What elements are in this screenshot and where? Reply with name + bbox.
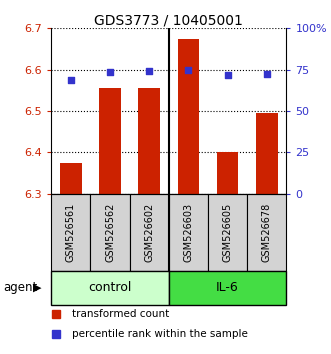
Text: control: control — [88, 281, 132, 295]
Bar — [247, 194, 286, 271]
Point — [186, 67, 191, 73]
Text: GSM526602: GSM526602 — [144, 203, 154, 262]
Bar — [99, 88, 121, 194]
Text: GSM526678: GSM526678 — [262, 203, 272, 262]
Bar — [208, 194, 247, 271]
Point — [225, 73, 230, 78]
Bar — [51, 271, 169, 305]
Text: percentile rank within the sample: percentile rank within the sample — [72, 329, 248, 339]
Text: transformed count: transformed count — [72, 309, 170, 319]
Text: IL-6: IL-6 — [216, 281, 239, 295]
Bar — [51, 194, 90, 271]
Bar — [256, 113, 277, 194]
Bar — [130, 194, 169, 271]
Text: ▶: ▶ — [33, 283, 42, 293]
Text: GSM526603: GSM526603 — [183, 203, 193, 262]
Point — [107, 69, 113, 75]
Point — [264, 71, 269, 76]
Bar — [90, 194, 130, 271]
Point — [68, 78, 73, 83]
Bar — [217, 152, 238, 194]
Title: GDS3773 / 10405001: GDS3773 / 10405001 — [94, 13, 243, 27]
Text: GSM526561: GSM526561 — [66, 203, 76, 262]
Text: GSM526562: GSM526562 — [105, 202, 115, 262]
Text: agent: agent — [3, 281, 37, 295]
Point — [147, 68, 152, 74]
Bar — [169, 271, 286, 305]
Bar — [138, 88, 160, 194]
Bar — [169, 194, 208, 271]
Bar — [60, 162, 82, 194]
Bar — [178, 39, 199, 194]
Text: GSM526605: GSM526605 — [222, 203, 233, 262]
